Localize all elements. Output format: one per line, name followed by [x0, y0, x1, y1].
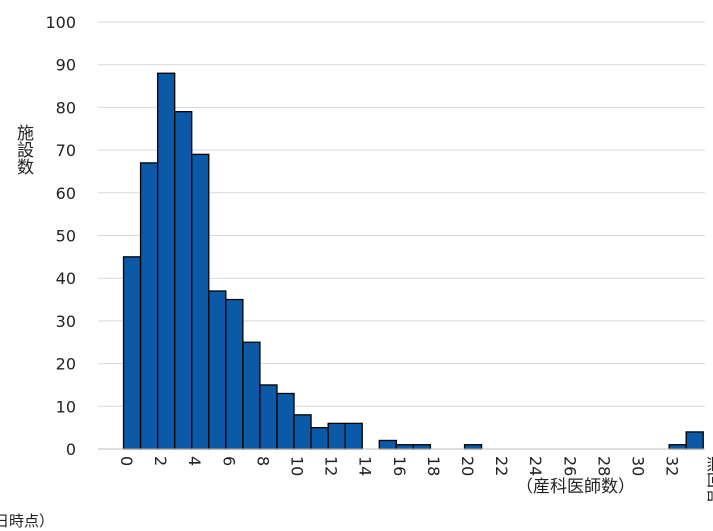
- histogram-bar: [174, 111, 193, 450]
- y-tick-label: 40: [56, 269, 76, 288]
- histogram-bar: [259, 384, 278, 450]
- x-tick-label: 6: [219, 456, 238, 466]
- histogram-bar: [208, 290, 227, 450]
- histogram-bar: [122, 256, 142, 450]
- histogram-bar: [327, 422, 346, 450]
- x-tick-label: 無回答: [705, 456, 713, 504]
- histogram-bar: [225, 298, 244, 450]
- histogram-bar: [378, 439, 397, 450]
- histogram-bar: [139, 162, 159, 450]
- x-tick-label: 18: [424, 456, 443, 476]
- x-tick-label: 28: [594, 456, 613, 476]
- histogram-bar: [668, 444, 687, 450]
- y-tick-label: 70: [56, 141, 76, 160]
- x-tick-label: 4: [185, 456, 204, 466]
- histogram-bar: [156, 72, 176, 450]
- x-tick-label: 16: [390, 456, 409, 476]
- histogram-bar: [242, 341, 261, 450]
- histogram-bar: [310, 426, 329, 450]
- bars: [122, 72, 704, 450]
- histogram-bar: [293, 414, 312, 450]
- y-tick-label: 50: [56, 227, 76, 246]
- x-tick-label: 32: [663, 456, 682, 476]
- x-tick-label: 30: [629, 456, 648, 476]
- histogram-bar: [463, 444, 483, 450]
- x-tick-label: 20: [458, 456, 477, 476]
- x-axis-ticks: 0 2 4 6 8 10 12 14 16 18 20 22 24 26 28 30 32 無回答: [117, 456, 713, 504]
- y-tick-label: 30: [56, 312, 76, 331]
- histogram-bar: [412, 444, 432, 450]
- x-tick-label: 22: [492, 456, 511, 476]
- histogram-bar: [344, 422, 363, 450]
- histogram-bar: [191, 153, 210, 450]
- y-tick-label: 20: [56, 355, 76, 374]
- x-tick-label: 8: [253, 456, 272, 466]
- y-tick-label: 0: [66, 440, 76, 459]
- x-tick-label: 0: [117, 456, 136, 466]
- cutoff-footer-text: 日時点）: [0, 512, 55, 530]
- x-tick-label: 26: [560, 456, 579, 476]
- x-tick-label: 10: [288, 456, 307, 476]
- x-tick-label: 24: [526, 456, 545, 476]
- y-axis-label: 施設数: [8, 124, 33, 175]
- x-tick-label: 12: [322, 456, 341, 476]
- y-tick-label: 80: [56, 98, 76, 117]
- histogram-bar: [276, 392, 295, 450]
- y-tick-label: 100: [45, 13, 76, 32]
- y-tick-label: 10: [56, 397, 76, 416]
- y-axis-label-text: 施設数: [13, 124, 33, 175]
- histogram-bar: [685, 431, 704, 450]
- y-axis-ticks: 0 10 20 30 40 50 60 70 80 90 100: [45, 13, 76, 459]
- x-tick-label: 2: [151, 456, 170, 466]
- y-tick-label: 60: [56, 184, 76, 203]
- x-tick-label: 14: [356, 456, 375, 476]
- x-axis-label: （産科医師数）: [516, 477, 635, 497]
- y-tick-label: 90: [56, 56, 76, 75]
- histogram-bar: [395, 444, 415, 450]
